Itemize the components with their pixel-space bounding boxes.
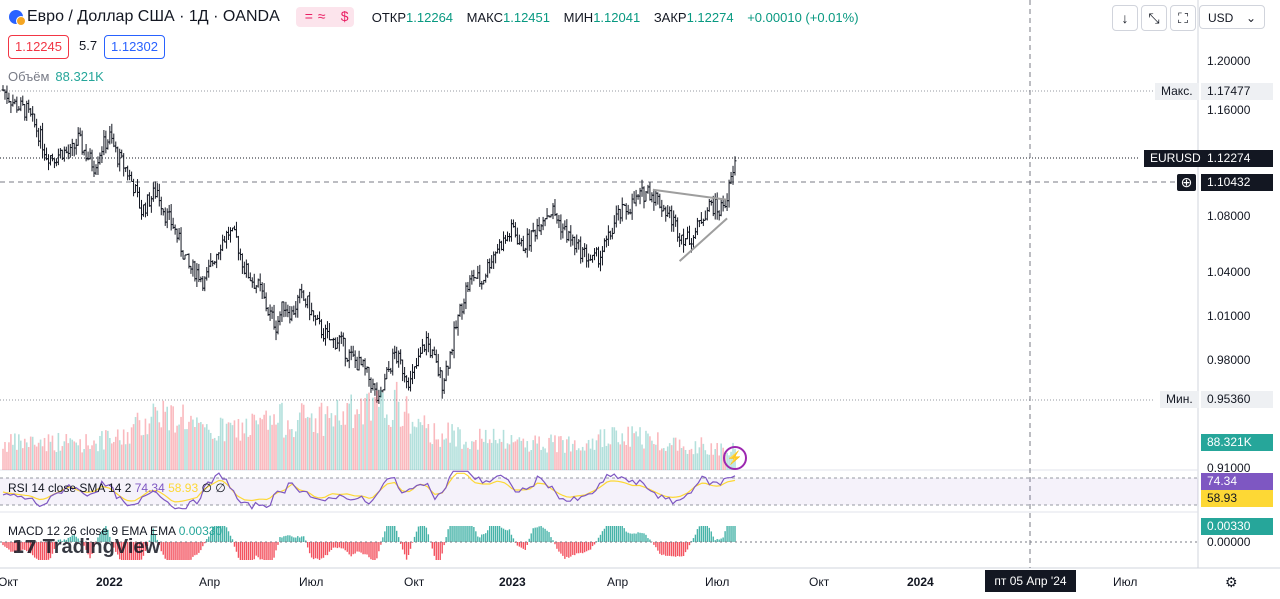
symbol-flag-icon — [9, 10, 26, 26]
approx-icon: ≈ — [317, 8, 326, 24]
x-tick: Апр — [199, 575, 221, 589]
x-tick: 2023 — [499, 575, 526, 589]
crosshair-date-tag: пт 05 Апр '24 — [985, 570, 1076, 592]
y-tick: 1.20000 — [1207, 54, 1251, 68]
x-tick: 2024 — [907, 575, 934, 589]
symbol-tag: EURUSD — [1144, 150, 1207, 167]
arrow-down-icon[interactable]: ↓ — [1112, 5, 1138, 31]
y-tick: 1.04000 — [1207, 265, 1251, 279]
x-tick: Апр — [607, 575, 629, 589]
tradingview-logo: 𝟭𝟳 TradingView — [12, 536, 161, 558]
max-value: 1.17477 — [1201, 83, 1273, 100]
volume-tag: 88.321K — [1201, 434, 1273, 451]
crosshair-price-tag: 1.10432 — [1201, 174, 1273, 191]
min-value: 0.95360 — [1201, 391, 1273, 408]
rsi-line — [2, 470, 736, 510]
x-tick: Июл — [299, 575, 324, 589]
ohlc-readout: ОТКР1.12264 МАКС1.12451 МИН1.12041 ЗАКР1… — [371, 9, 859, 25]
last-price-tag: 1.12274 — [1201, 150, 1273, 167]
rsi-tag: 74.34 — [1201, 473, 1273, 490]
x-tick: Окт — [404, 575, 425, 589]
sell-price-button[interactable]: 1.12245 — [8, 35, 69, 59]
collapse-icon[interactable]: ⤡ — [1141, 5, 1167, 31]
max-label: Макс. — [1155, 83, 1199, 100]
settings-gear-icon[interactable]: ⚙ — [1225, 574, 1238, 590]
symbol-title[interactable]: Евро / Доллар США · 1Д · OANDA — [27, 8, 280, 25]
triangle-upper-trendline — [652, 188, 728, 201]
rsi-sma-tag: 58.93 — [1201, 490, 1273, 507]
rsi-sma-line — [2, 472, 736, 503]
x-tick: 2022 — [96, 575, 123, 589]
chevron-down-icon: ⌄ — [1245, 11, 1256, 25]
x-tick: Окт — [809, 575, 830, 589]
equals-icon: = — [304, 8, 313, 24]
dollar-icon: $ — [340, 8, 349, 24]
y-tick: 1.08000 — [1207, 209, 1251, 223]
min-label: Мин. — [1160, 391, 1199, 408]
x-tick: Окт — [0, 575, 19, 589]
currency-select[interactable]: USD ⌄ — [1199, 5, 1265, 29]
y-tick: 0.98000 — [1207, 353, 1251, 367]
lightning-icon[interactable]: ⚡ — [723, 446, 747, 470]
triangle-lower-trendline — [678, 217, 728, 262]
spread-value: 5.7 — [79, 38, 98, 53]
add-order-plus-icon[interactable]: ⊕ — [1177, 174, 1196, 191]
x-tick: Июл — [1113, 575, 1138, 589]
macd-zero-tick: 0.00000 — [1207, 535, 1251, 549]
buy-price-button[interactable]: 1.12302 — [104, 35, 165, 59]
compare-tags[interactable]: = ≈ $ — [295, 7, 354, 27]
volume-label: Объём 88.321K — [8, 69, 104, 84]
y-tick: 0.91000 — [1207, 461, 1251, 475]
rsi-legend: RSI 14 close SMA 14 2 74.34 58.93 ∅ ∅ — [8, 481, 226, 495]
chart-header: Евро / Доллар США · 1Д · OANDA = ≈ $ ОТК… — [0, 0, 869, 34]
macd-tag: 0.00330 — [1201, 518, 1273, 535]
macd-legend: MACD 12 26 close 9 EMA EMA 0.00330 — [8, 524, 223, 538]
x-tick: Июл — [705, 575, 730, 589]
y-tick: 1.16000 — [1207, 103, 1251, 117]
y-tick: 1.01000 — [1207, 309, 1251, 323]
fullscreen-icon[interactable]: ⛶ — [1170, 5, 1196, 31]
